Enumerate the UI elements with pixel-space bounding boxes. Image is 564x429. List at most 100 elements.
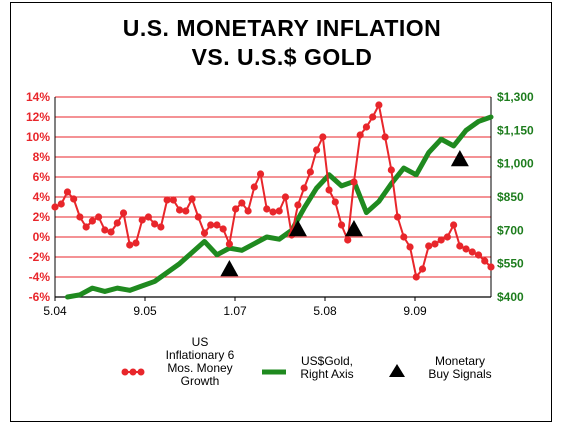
money-growth-point: [437, 236, 445, 244]
legend-swatch-dot: [129, 368, 137, 376]
money-growth-point: [462, 245, 470, 253]
money-growth-point: [51, 203, 59, 211]
x-tick-label: 9.05: [133, 304, 157, 318]
money-growth-point: [107, 228, 115, 236]
money-growth-point: [169, 196, 177, 204]
money-growth-point: [387, 166, 395, 174]
left-tick-label: -6%: [29, 290, 51, 304]
money-growth-point: [393, 213, 402, 221]
money-growth-point: [443, 233, 451, 241]
left-tick-label: 0%: [33, 230, 51, 244]
legend-label-line: Inflationary 6: [165, 348, 235, 362]
buy-signal-marker: [288, 220, 307, 237]
money-growth-point: [250, 183, 258, 191]
money-growth-point: [487, 263, 495, 271]
money-growth-point: [200, 229, 209, 237]
money-growth-point: [381, 133, 389, 141]
money-growth-point: [468, 248, 476, 256]
money-growth-point: [70, 195, 78, 203]
right-tick-label: $400: [497, 290, 524, 304]
legend-label-line: Right Axis: [300, 367, 354, 381]
money-growth-point: [144, 213, 153, 221]
legend-label-line: Monetary: [434, 354, 486, 368]
legend-label-line: Buy Signals: [428, 367, 492, 381]
money-growth-point: [431, 240, 439, 248]
money-growth-point: [356, 131, 364, 139]
money-growth-point: [362, 123, 371, 131]
money-growth-point: [238, 199, 246, 207]
money-growth-point: [119, 209, 128, 217]
money-growth-point: [76, 213, 84, 221]
buy-signal-marker: [220, 260, 239, 277]
money-growth-point: [269, 208, 277, 216]
legend-swatch-dot: [121, 368, 129, 376]
money-growth-point: [57, 200, 65, 208]
x-tick-label: 9.09: [403, 304, 427, 318]
buy-signal-marker: [450, 150, 469, 167]
money-growth-point: [182, 207, 190, 215]
money-growth-point: [306, 168, 314, 176]
money-growth-point: [232, 205, 240, 213]
money-growth-point: [331, 198, 339, 206]
legend-label-line: US: [191, 335, 209, 349]
money-growth-point: [138, 216, 146, 224]
left-tick-label: 12%: [26, 110, 50, 124]
left-tick-label: 4%: [33, 190, 51, 204]
money-growth-point: [450, 221, 458, 229]
money-growth-point: [375, 101, 383, 109]
x-tick-label: 5.08: [313, 304, 337, 318]
x-tick-label: 1.07: [223, 304, 247, 318]
money-growth-point: [88, 217, 96, 225]
money-growth-point: [275, 207, 283, 215]
money-growth-point: [151, 220, 159, 228]
money-growth-point: [263, 205, 271, 213]
legend-label: US Inflationary 6 Mos. Money Growth: [150, 336, 250, 388]
money-growth-point: [244, 207, 252, 215]
money-growth-point: [225, 240, 233, 248]
legend-label: Monetary Buy Signals: [410, 355, 510, 381]
money-growth-series-line: [54, 104, 492, 278]
chart-title-line2: VS. U.S.$ GOLD: [191, 44, 373, 70]
buy-signal-marker: [344, 220, 363, 237]
right-tick-label: $550: [497, 257, 524, 271]
left-tick-label: 10%: [26, 130, 50, 144]
money-growth-point: [82, 223, 90, 231]
left-tick-label: 8%: [33, 150, 51, 164]
money-growth-point: [425, 242, 433, 250]
money-growth-point: [481, 257, 489, 265]
money-growth-point: [256, 170, 265, 178]
money-growth-point: [188, 195, 196, 203]
legend-swatch-dot: [137, 368, 145, 376]
money-growth-point: [412, 273, 420, 281]
money-growth-point: [219, 225, 227, 233]
money-growth-point: [95, 213, 103, 221]
legend-label-line: Growth: [180, 374, 220, 388]
money-growth-point: [319, 133, 327, 141]
money-growth-point: [369, 113, 377, 121]
money-growth-point: [456, 242, 464, 250]
legend-label-line: Mos. Money: [167, 361, 233, 375]
left-tick-label: 2%: [33, 210, 51, 224]
left-tick-label: -4%: [29, 270, 51, 284]
right-tick-label: $1,000: [497, 157, 534, 171]
money-growth-point: [194, 213, 202, 221]
money-growth-point: [113, 219, 121, 227]
money-growth-point: [325, 186, 333, 194]
money-growth-point: [163, 196, 171, 204]
money-growth-point: [474, 251, 483, 259]
money-growth-point: [63, 188, 72, 196]
legend-label-line: US$Gold,: [300, 354, 354, 368]
right-tick-label: $850: [497, 190, 524, 204]
money-growth-point: [213, 221, 221, 229]
x-tick-label: 5.04: [43, 304, 67, 318]
money-growth-point: [313, 146, 321, 154]
money-growth-point: [350, 178, 358, 186]
money-growth-point: [126, 241, 134, 249]
money-growth-point: [157, 223, 165, 231]
right-tick-label: $1,150: [497, 123, 534, 137]
money-growth-point: [132, 239, 140, 247]
left-tick-label: 6%: [33, 170, 51, 184]
left-tick-label: -2%: [29, 250, 51, 264]
legend-swatch-buy-signal: [389, 364, 405, 377]
